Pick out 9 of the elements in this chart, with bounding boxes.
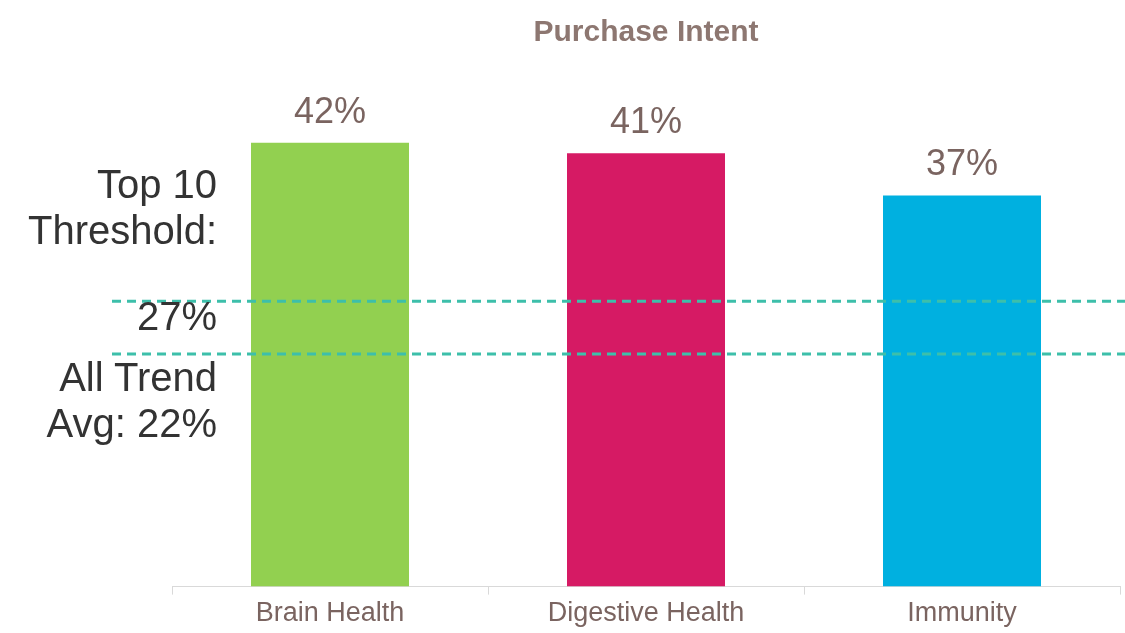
ref-line-label: All Trend Avg: 22% (46, 355, 217, 446)
chart-title: Purchase Intent (533, 14, 759, 48)
data-label: 37% (925, 142, 999, 184)
x-tick-label: Digestive Health (547, 597, 745, 628)
x-tick-label: Immunity (907, 597, 1018, 628)
data-label: 42% (293, 89, 367, 131)
ref-line-label: Top 10 Threshold: 27% (28, 162, 217, 339)
x-tick-label: Brain Health (255, 597, 405, 628)
data-label: 41% (609, 100, 683, 142)
